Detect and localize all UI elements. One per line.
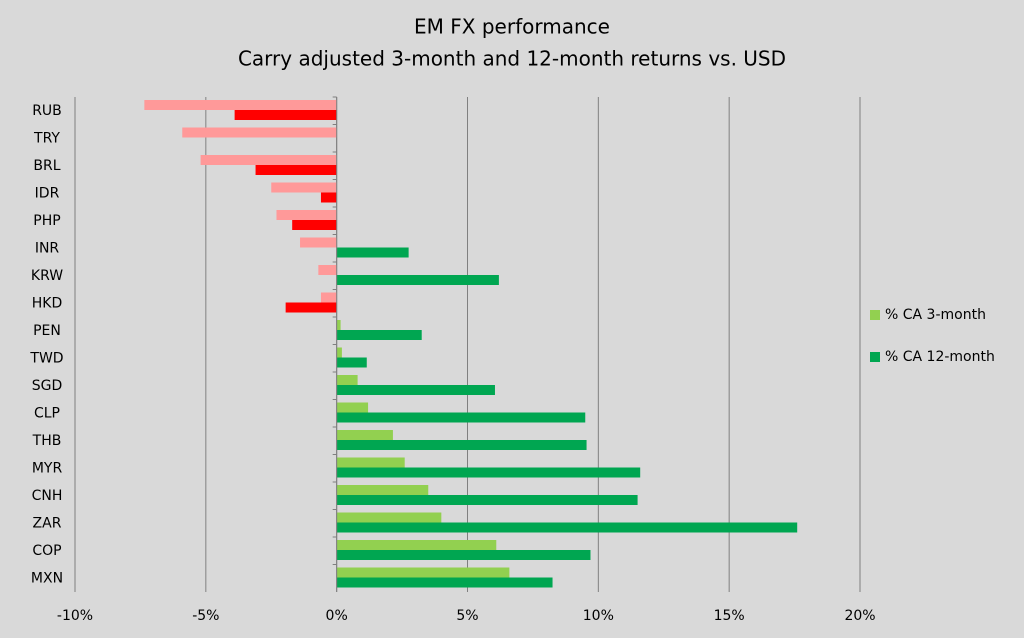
x-tick-label: 0%	[326, 608, 348, 624]
bar	[336, 275, 499, 285]
bar	[336, 467, 641, 478]
legend-swatch	[870, 352, 880, 362]
legend-label: % CA 12-month	[885, 349, 995, 365]
bar	[336, 375, 358, 385]
y-tick-label: BRL	[33, 158, 60, 174]
y-tick-label: KRW	[31, 268, 63, 284]
y-tick-label: PHP	[33, 213, 60, 229]
bar	[336, 440, 587, 450]
legend-label: % CA 3-month	[885, 307, 986, 323]
bar	[276, 210, 337, 220]
bar	[336, 430, 393, 440]
y-tick-label: MYR	[32, 460, 63, 476]
x-tick-label: -5%	[192, 608, 219, 624]
bar	[336, 412, 586, 423]
y-tick-label: CLP	[34, 405, 60, 421]
y-tick-label: TRY	[33, 130, 60, 146]
bar	[336, 320, 341, 330]
y-tick-label: TWD	[29, 350, 63, 366]
bar	[336, 247, 409, 258]
bar	[144, 100, 337, 110]
chart-title: EM FX performance	[414, 15, 610, 39]
y-tick-label: SGD	[32, 378, 63, 394]
bar	[336, 357, 367, 368]
x-tick-label: 20%	[844, 608, 875, 624]
x-tick-label: 10%	[583, 608, 614, 624]
bar	[271, 182, 337, 193]
bar	[234, 110, 337, 120]
y-tick-label: CNH	[32, 488, 63, 504]
bar	[336, 577, 553, 588]
y-tick-label: RUB	[32, 103, 62, 119]
bar	[336, 567, 510, 578]
bar	[182, 127, 337, 138]
y-tick-label: ZAR	[33, 515, 62, 531]
y-tick-label: MXN	[31, 570, 63, 586]
bar	[318, 265, 337, 275]
x-tick-label: -10%	[57, 608, 93, 624]
bar	[292, 220, 337, 230]
bar	[320, 292, 337, 303]
bar	[336, 402, 369, 413]
bar	[320, 192, 337, 203]
bar	[336, 385, 495, 395]
bar	[285, 302, 337, 313]
x-tick-label: 5%	[456, 608, 478, 624]
bar	[300, 237, 337, 248]
bar	[336, 550, 591, 560]
y-tick-label: INR	[35, 240, 60, 256]
chart-subtitle: Carry adjusted 3-month and 12-month retu…	[238, 47, 786, 71]
bar	[336, 522, 798, 533]
bar	[200, 155, 337, 165]
bar	[336, 540, 497, 550]
bar	[336, 347, 342, 358]
x-tick-label: 15%	[714, 608, 745, 624]
y-tick-label: PEN	[33, 323, 61, 339]
bar	[336, 512, 442, 523]
bar	[336, 457, 405, 468]
y-tick-label: COP	[32, 543, 61, 559]
y-tick-label: HKD	[32, 295, 63, 311]
y-tick-label: THB	[32, 433, 62, 449]
legend-swatch	[870, 310, 880, 320]
bar	[336, 495, 638, 505]
bar	[336, 485, 429, 495]
bar	[255, 165, 337, 175]
y-tick-label: IDR	[35, 185, 60, 201]
bar	[336, 330, 422, 340]
